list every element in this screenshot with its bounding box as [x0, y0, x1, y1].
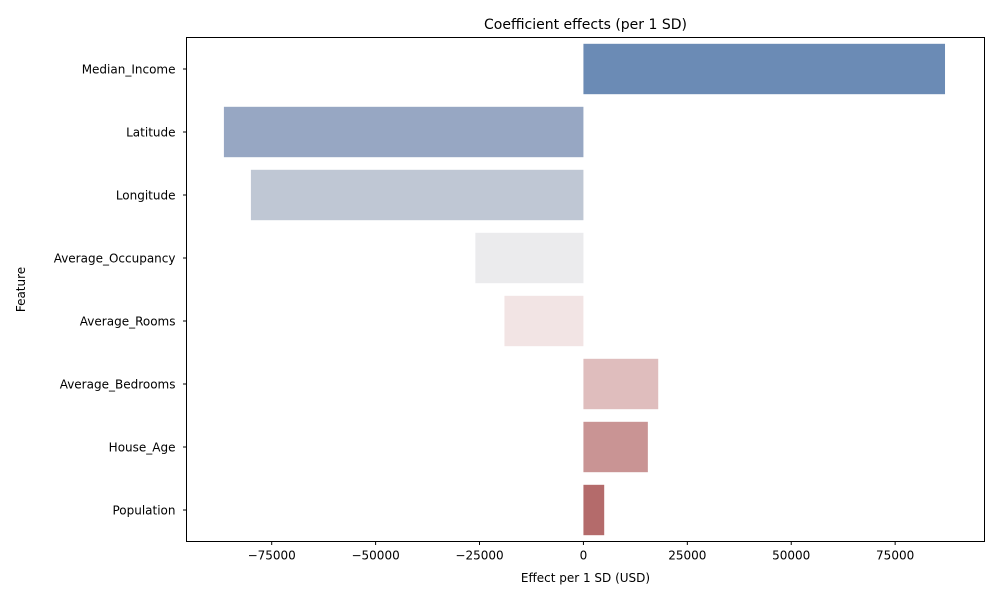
x-tick-label: −25000	[455, 549, 503, 563]
y-tick-label: Latitude	[126, 126, 175, 140]
y-tick-label: Median_Income	[82, 63, 176, 77]
x-tick-label: 50000	[772, 549, 810, 563]
y-tick-label: Average_Occupancy	[54, 252, 176, 266]
x-axis-ticks: −75000 −50000 −25000 0 25000 50000 75000	[248, 541, 914, 563]
bar-average-bedrooms	[583, 358, 659, 410]
x-tick-label: −75000	[248, 549, 296, 563]
bar-average-rooms	[504, 295, 584, 347]
x-axis-title: Effect per 1 SD (USD)	[521, 571, 650, 585]
bar-population	[583, 484, 605, 536]
y-axis-title: Feature	[14, 267, 28, 312]
y-tick-label: Population	[112, 504, 175, 518]
x-tick-label: 25000	[668, 549, 706, 563]
bar-latitude	[223, 106, 584, 158]
y-tick-label: Longitude	[116, 189, 176, 203]
bar-median-income	[583, 43, 946, 95]
x-tick-label: 0	[580, 549, 588, 563]
y-tick-label: House_Age	[109, 441, 176, 455]
chart-title: Coefficient effects (per 1 SD)	[484, 17, 687, 33]
plot-frame	[186, 37, 985, 542]
y-tick-label: Average_Rooms	[80, 315, 176, 329]
y-tick-label: Average_Bedrooms	[60, 378, 176, 392]
x-tick-label: 75000	[876, 549, 914, 563]
y-axis-ticks: Median_Income Latitude Longitude Average_Oc…	[54, 63, 187, 518]
bar-house-age	[583, 421, 648, 473]
bars-group	[223, 43, 946, 536]
bar-longitude	[250, 169, 584, 221]
x-tick-label: −50000	[351, 549, 399, 563]
bar-average-occupancy	[475, 232, 584, 284]
